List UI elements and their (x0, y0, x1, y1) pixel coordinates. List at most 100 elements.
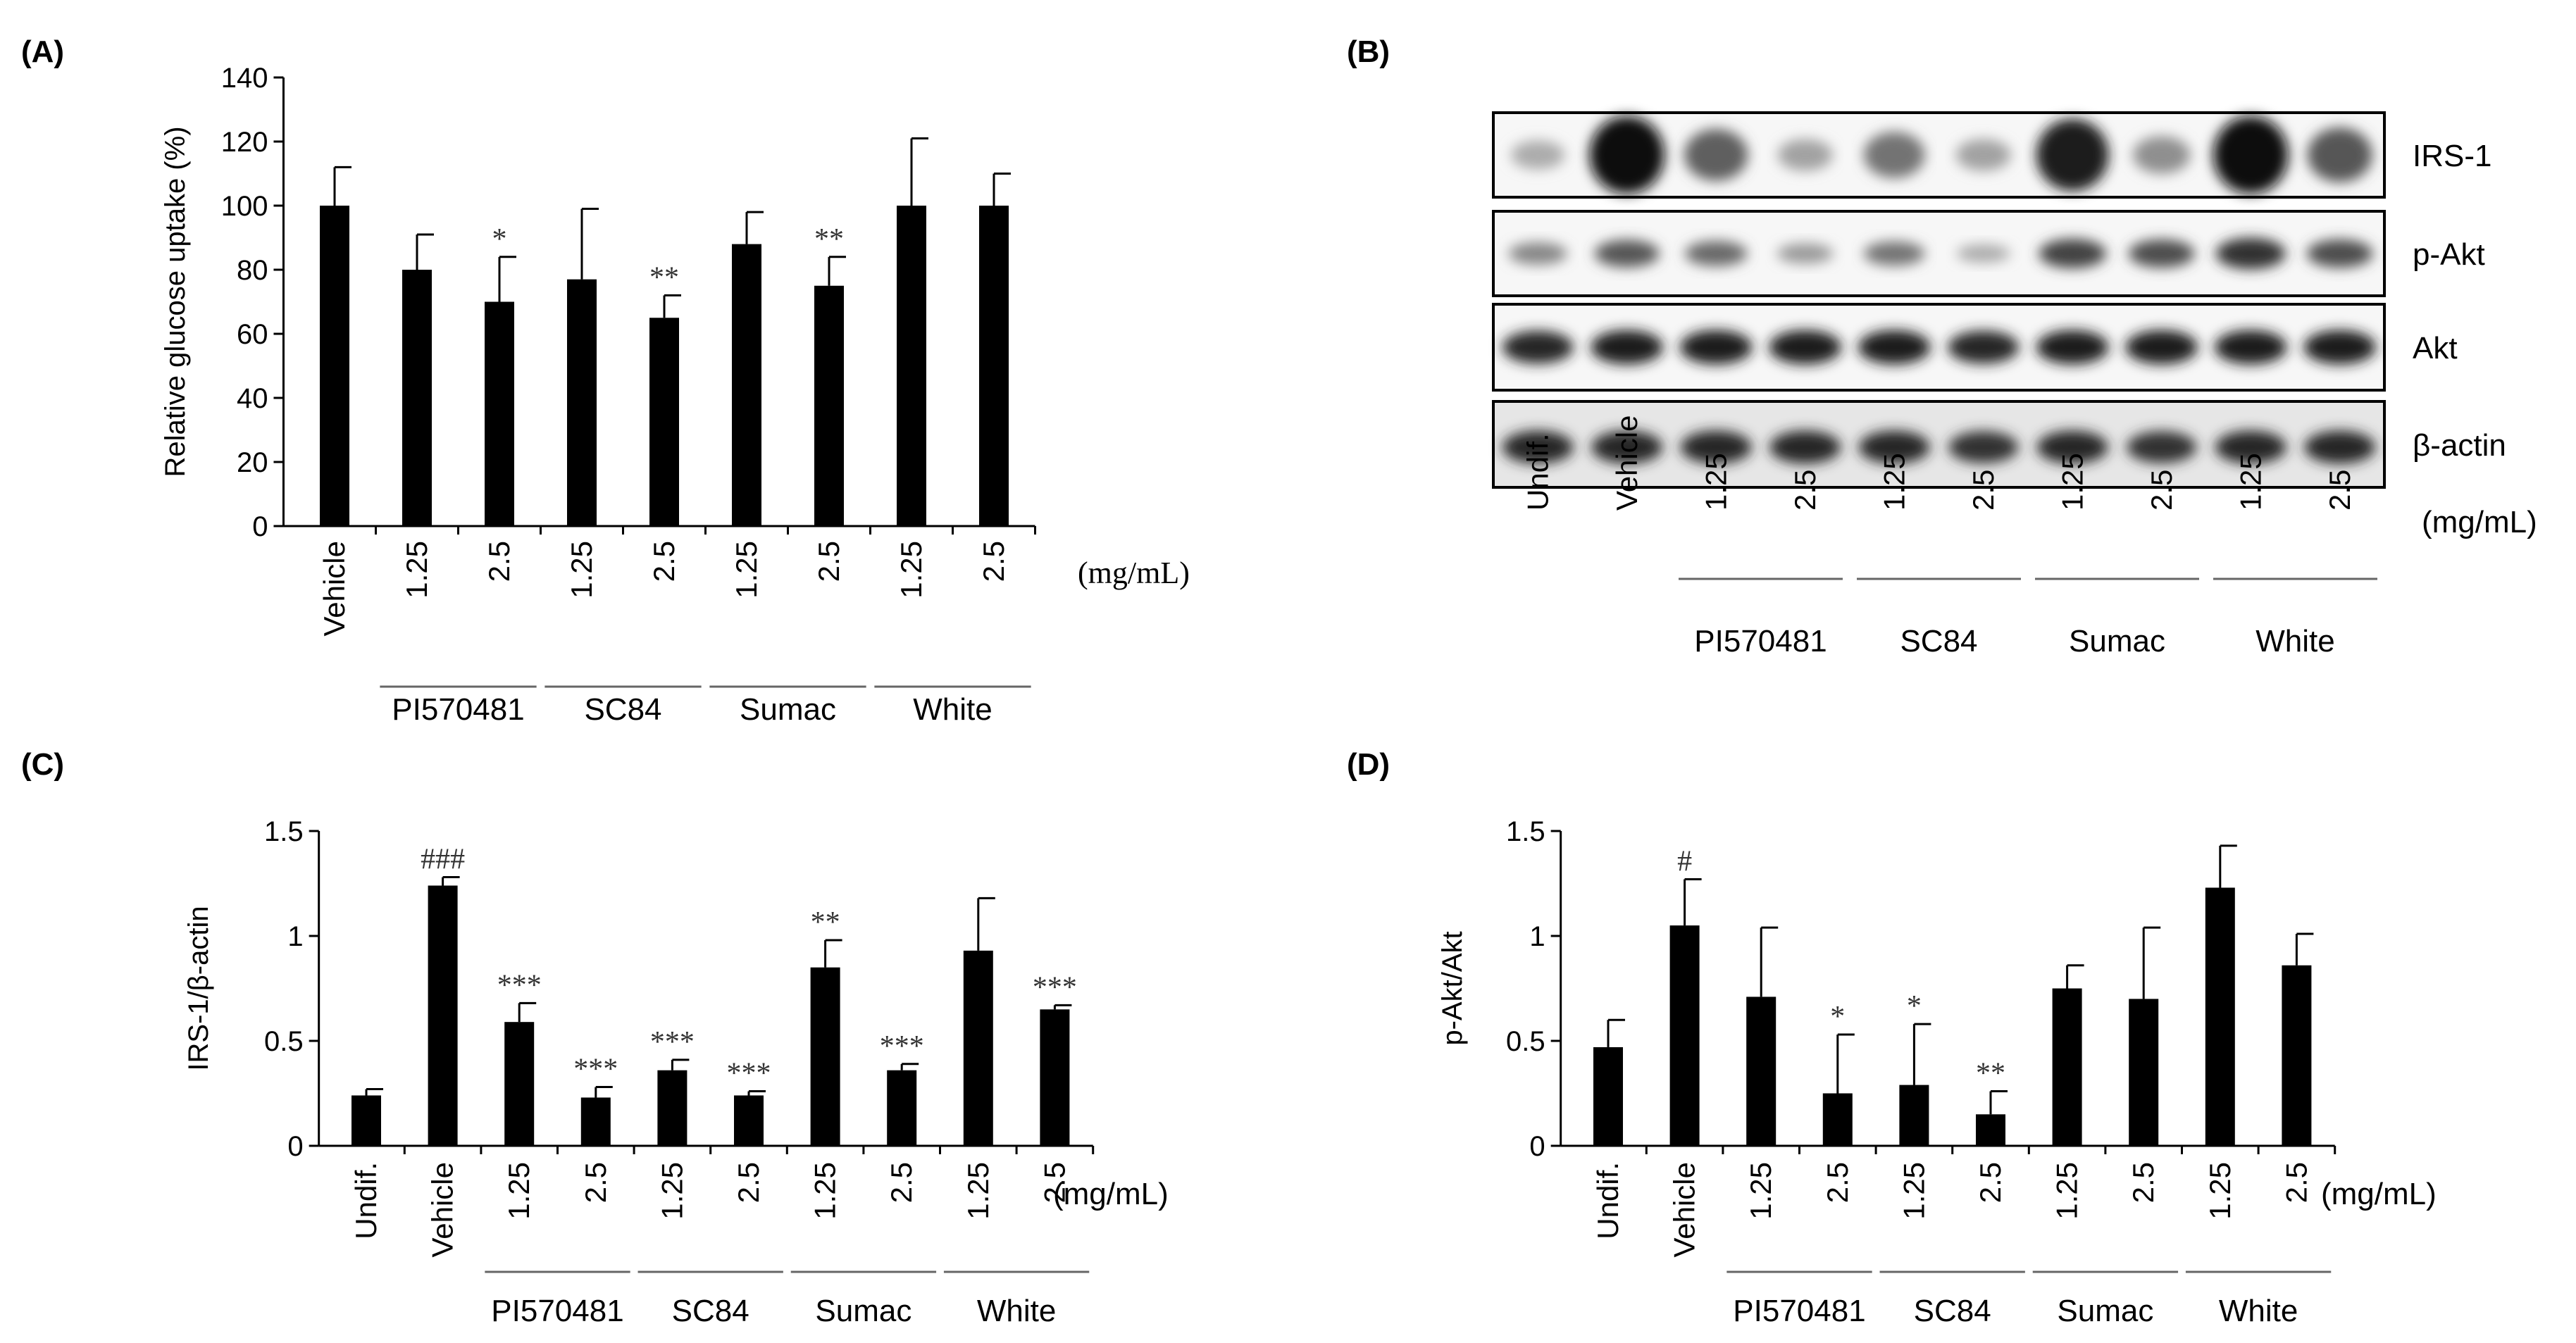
lane-label: 1.25 (2234, 453, 2267, 511)
bar (810, 967, 840, 1146)
blot-band (1863, 241, 1925, 266)
western-blot: IRS-1 p-Akt Akt β-actin Undif. Vehicle 1.25 2.5… (1492, 111, 2537, 658)
significance-mark: ### (421, 844, 465, 876)
panel-label-b: (B) (1347, 35, 1390, 69)
blot-band (2036, 118, 2109, 192)
lane-label: Vehicle (1610, 416, 1643, 511)
y-tick-label: 1.5 (1506, 816, 1545, 847)
category-label: 1.25 (730, 541, 763, 599)
y-tick-label: 0.5 (264, 1026, 304, 1057)
group-label: PI570481 (392, 692, 524, 727)
bar (320, 206, 349, 526)
group-label: PI570481 (491, 1294, 623, 1328)
lane-label: 1.25 (1877, 453, 1910, 511)
blot-band (1508, 242, 1567, 265)
y-tick-label: 0 (1529, 1131, 1545, 1162)
category-label: 1.25 (502, 1162, 535, 1220)
significance-mark: # (1677, 846, 1692, 878)
category-label: 1.25 (2051, 1162, 2084, 1220)
blot-row-label: p-Akt (2413, 237, 2485, 272)
chart-c: 00.511.5IRS-1/β-actinUndif.###Vehicle***… (183, 816, 1169, 1328)
significance-mark: *** (727, 1058, 771, 1090)
category-label: 2.5 (647, 541, 680, 582)
bar (402, 270, 432, 526)
group-label: SC84 (1914, 1294, 1991, 1328)
y-tick-label: 120 (221, 127, 268, 158)
category-label: 2.5 (1038, 1162, 1071, 1203)
blot-band (1948, 431, 2019, 463)
panel-label-a: (A) (21, 35, 64, 69)
blot-band (1769, 430, 1841, 464)
category-label: 1.25 (400, 541, 433, 599)
category-label: 1.25 (2203, 1162, 2236, 1220)
significance-mark: * (1830, 1001, 1845, 1033)
group-label: Sumac (2069, 624, 2165, 658)
chart-d: 0 0.5 1 1.5 p-Akt/Akt Undif. # Vehicle 1.25 * 2.5 *… (1437, 816, 2437, 1328)
blot-band (1502, 330, 1574, 364)
y-tick-label: 40 (237, 383, 268, 414)
group-label: PI570481 (1733, 1294, 1865, 1328)
blot-band (1511, 140, 1565, 170)
y-tick-label: 20 (237, 447, 268, 478)
blot-band (2039, 239, 2107, 268)
blot-band (2036, 430, 2108, 464)
y-tick-label: 1 (1529, 921, 1545, 952)
blot-band (1863, 132, 1925, 178)
chart-a: 0 20 40 60 80 100 120 140 Relative glucose uptak… (160, 63, 1190, 727)
bar (351, 1095, 381, 1146)
blot-band (1955, 139, 2011, 171)
group-label: Sumac (740, 692, 836, 727)
category-label: Vehicle (426, 1162, 459, 1257)
y-tick-label: 0 (252, 511, 268, 542)
blot-band (1679, 330, 1753, 365)
blot-row-label: IRS-1 (2413, 139, 2491, 173)
blot-band (1769, 330, 1842, 365)
blot-band (2128, 239, 2195, 268)
bar (734, 1095, 764, 1146)
blot-row-label: Akt (2413, 331, 2458, 366)
unit-label: (mg/mL) (2422, 505, 2537, 539)
lane-label: 1.25 (2055, 453, 2089, 511)
group-label: Sumac (2057, 1294, 2153, 1328)
bar (1746, 997, 1777, 1146)
group-label: Sumac (815, 1294, 911, 1328)
category-label: 2.5 (885, 1162, 918, 1203)
blot-band (2215, 430, 2286, 464)
blot-band (1680, 430, 1752, 464)
bar (814, 285, 844, 526)
bar (1976, 1114, 2005, 1146)
blot-band (2215, 237, 2286, 270)
category-label: 2.5 (483, 541, 516, 582)
bar (485, 301, 514, 526)
y-axis-label: Relative glucose uptake (%) (160, 126, 191, 477)
bar (897, 206, 926, 526)
significance-mark: *** (1033, 971, 1077, 1004)
y-tick-label: 1 (287, 921, 303, 952)
blot-band (1591, 330, 1664, 365)
category-label: Vehicle (318, 541, 351, 636)
bar (732, 244, 761, 526)
blot-band (1956, 244, 2010, 263)
category-label: 2.5 (977, 541, 1010, 582)
y-axis-label: p-Akt/Akt (1437, 931, 1468, 1045)
lane-label: 2.5 (2145, 470, 2178, 511)
blot-band (2213, 115, 2289, 194)
y-tick-label: 80 (237, 255, 268, 286)
blot-band (2133, 136, 2191, 174)
category-label: Undif. (1591, 1162, 1624, 1239)
blot-band (1502, 430, 1574, 464)
blot-band (1684, 129, 1748, 181)
significance-mark: ** (814, 223, 844, 256)
bar (657, 1070, 687, 1146)
bar (887, 1070, 917, 1146)
y-tick-label: 60 (237, 319, 268, 350)
group-label: PI570481 (1694, 624, 1827, 658)
category-label: 1.25 (895, 541, 928, 599)
unit-label: (mg/mL) (1078, 556, 1190, 590)
bar (963, 950, 993, 1146)
bar (428, 885, 458, 1146)
panel-label-d: (D) (1347, 747, 1390, 782)
category-label: 2.5 (2127, 1162, 2160, 1203)
y-tick-label: 100 (221, 191, 268, 222)
blot-band (1777, 139, 1833, 171)
